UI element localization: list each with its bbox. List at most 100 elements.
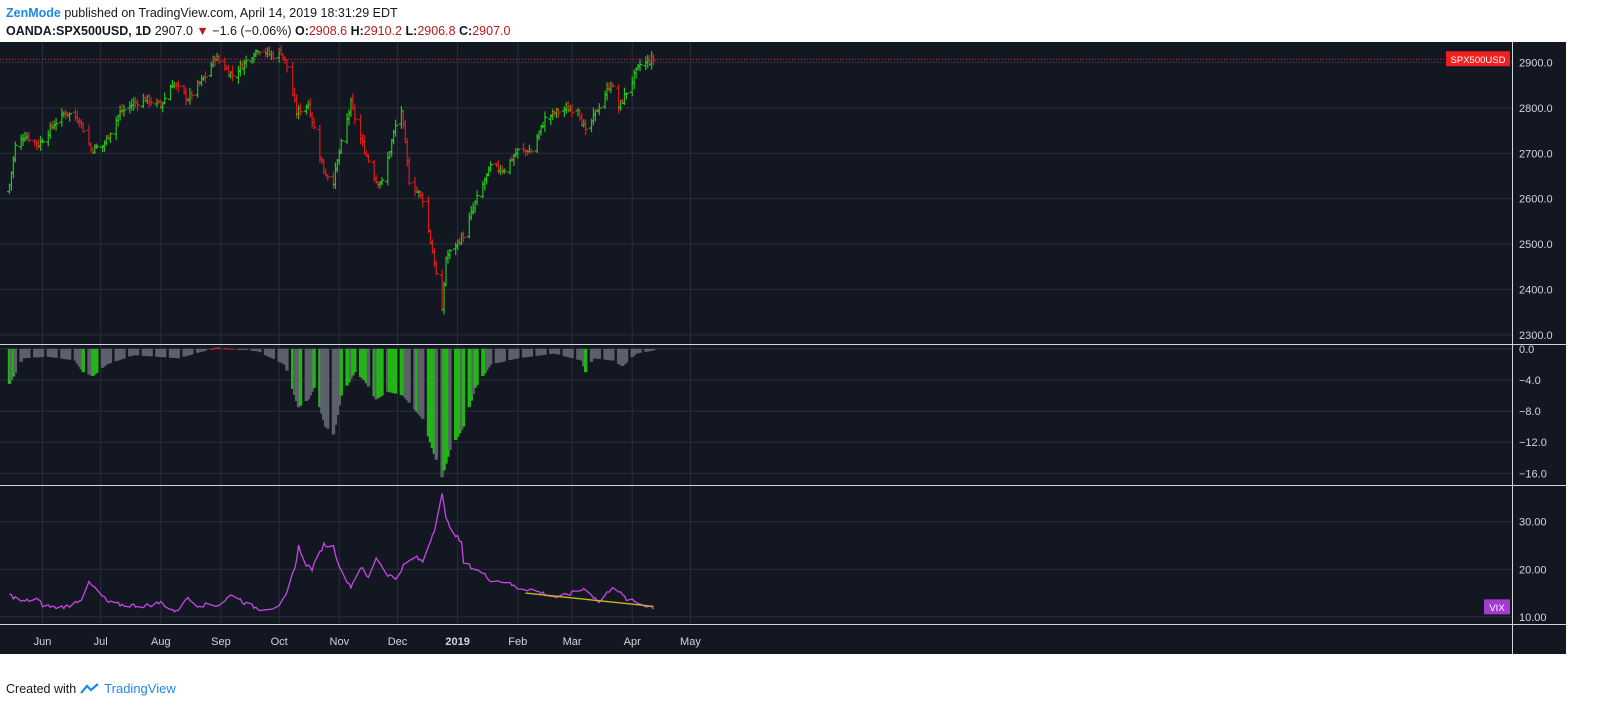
histogram-bar — [525, 348, 530, 357]
histogram-bar — [118, 348, 122, 360]
histogram-bar — [67, 348, 72, 360]
histogram-bar — [386, 348, 390, 392]
histogram-bar — [483, 348, 487, 374]
ohlc-bar — [243, 55, 249, 69]
histogram-bar — [616, 348, 621, 364]
histogram-bar — [349, 348, 353, 379]
histogram-bar — [372, 348, 376, 397]
histogram-bar — [25, 348, 29, 358]
price-axis[interactable]: 2900.0 2800.0 2700.0 2600.0 2500.0 2400.0 2300… — [1446, 51, 1553, 624]
ohlc-bar — [121, 104, 127, 117]
ohlc-bar — [202, 71, 208, 83]
vix-pane[interactable] — [9, 493, 655, 613]
histogram-bar — [155, 348, 159, 357]
histogram-bar — [223, 348, 227, 350]
time-axis[interactable]: Jun Jul Aug Sep Oct Nov Dec 2019 Feb Mar Apr May — [34, 636, 702, 648]
histogram-bar — [66, 348, 70, 360]
ohlc-line: OANDA:SPX500USD, 1D 2907.0 ▼ −1.6 (−0.06… — [6, 24, 511, 38]
vix-trendline — [525, 592, 654, 608]
histogram-bar — [285, 348, 289, 371]
histogram-bar — [510, 348, 514, 360]
ohlc-bar — [379, 177, 385, 186]
ohlc-bar — [623, 92, 629, 100]
pane-separators[interactable] — [0, 42, 1566, 654]
open-value: 2908.6 — [308, 24, 348, 38]
histogram-bar — [141, 348, 146, 356]
ohlc-bar — [298, 103, 303, 116]
y-tick-label: 0.0 — [1519, 344, 1534, 356]
histogram-bar — [638, 348, 642, 353]
histogram-bar — [496, 348, 501, 363]
histogram-bar — [225, 348, 229, 350]
histogram-bar — [446, 348, 450, 457]
histogram-bar — [298, 348, 303, 406]
created-with-text: Created with — [6, 681, 77, 696]
histogram-bar — [116, 348, 120, 361]
price-pane[interactable] — [0, 45, 1512, 315]
histogram-pane[interactable] — [7, 347, 656, 478]
histogram-bar — [186, 348, 190, 356]
ohlc-bar — [162, 92, 168, 105]
ohlc-bar — [365, 153, 371, 163]
histogram-bar — [265, 348, 270, 356]
histogram-bar — [593, 348, 598, 359]
histogram-bar — [48, 348, 52, 357]
histogram-bar — [471, 348, 475, 395]
histogram-bar — [339, 348, 343, 396]
histogram-bar — [434, 348, 438, 460]
tradingview-brand[interactable]: TradingView — [104, 681, 176, 696]
histogram-bar — [230, 348, 235, 350]
histogram-bar — [19, 348, 23, 362]
histogram-bar — [38, 348, 43, 358]
y-tick-label: 30.00 — [1519, 517, 1547, 529]
histogram-bar — [291, 348, 295, 389]
y-tick-label: 2800.0 — [1519, 103, 1553, 115]
histogram-bar — [190, 348, 194, 355]
histogram-bar — [552, 348, 557, 354]
histogram-bar — [318, 348, 322, 408]
histogram-bar — [256, 348, 260, 352]
histogram-bar — [182, 348, 186, 357]
histogram-bar — [630, 348, 634, 358]
ohlc-bar — [398, 106, 404, 129]
histogram-bar — [426, 348, 431, 437]
ohlc-bar — [189, 91, 195, 101]
histogram-bar — [308, 348, 312, 396]
histogram-bar — [578, 348, 582, 361]
histogram-bar — [64, 348, 68, 360]
histogram-bar — [21, 348, 25, 359]
histogram-bar — [331, 348, 336, 435]
ohlc-bar — [39, 138, 45, 144]
histogram-bar — [543, 348, 547, 355]
author-link[interactable]: ZenMode — [6, 6, 61, 20]
histogram-bar — [77, 348, 82, 367]
histogram-bar — [624, 348, 629, 363]
close-label: C: — [459, 24, 473, 38]
histogram-bar — [335, 348, 340, 415]
histogram-bar — [89, 348, 93, 376]
histogram-bar — [283, 348, 287, 365]
histogram-bar — [475, 348, 479, 385]
histogram-bar — [364, 348, 369, 384]
histogram-bar — [168, 348, 173, 358]
ohlc-bar — [338, 138, 344, 154]
histogram-bar — [91, 348, 95, 377]
low-label: L: — [405, 24, 418, 38]
histogram-bar — [597, 348, 601, 359]
histogram-bar — [500, 348, 504, 362]
histogram-bar — [306, 348, 310, 400]
ohlc-bar — [583, 119, 589, 136]
histogram-bar — [417, 348, 421, 415]
histogram-bar — [551, 348, 555, 354]
histogram-bar — [195, 348, 200, 353]
ohlc-bar — [284, 58, 290, 73]
histogram-bar — [403, 348, 407, 398]
symbol: OANDA:SPX500USD — [6, 24, 129, 38]
histogram-bar — [159, 348, 163, 358]
ohlc-bar — [433, 260, 439, 276]
chart-canvas[interactable]: 2900.0 2800.0 2700.0 2600.0 2500.0 2400.0 2300… — [0, 42, 1566, 654]
ohlc-bar — [230, 65, 236, 82]
histogram-bar — [145, 348, 149, 357]
price-tag-box — [1446, 51, 1510, 67]
histogram-bar — [378, 348, 382, 397]
